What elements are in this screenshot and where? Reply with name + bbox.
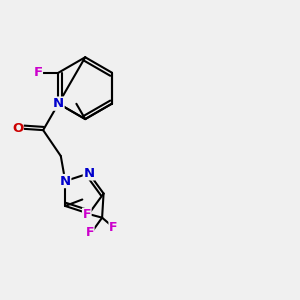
Text: F: F	[82, 208, 91, 221]
Text: O: O	[12, 122, 23, 135]
Text: N: N	[60, 175, 71, 188]
Text: N: N	[83, 167, 94, 180]
Text: F: F	[33, 66, 42, 79]
Text: F: F	[109, 220, 118, 234]
Text: N: N	[53, 97, 64, 110]
Text: F: F	[85, 226, 94, 239]
